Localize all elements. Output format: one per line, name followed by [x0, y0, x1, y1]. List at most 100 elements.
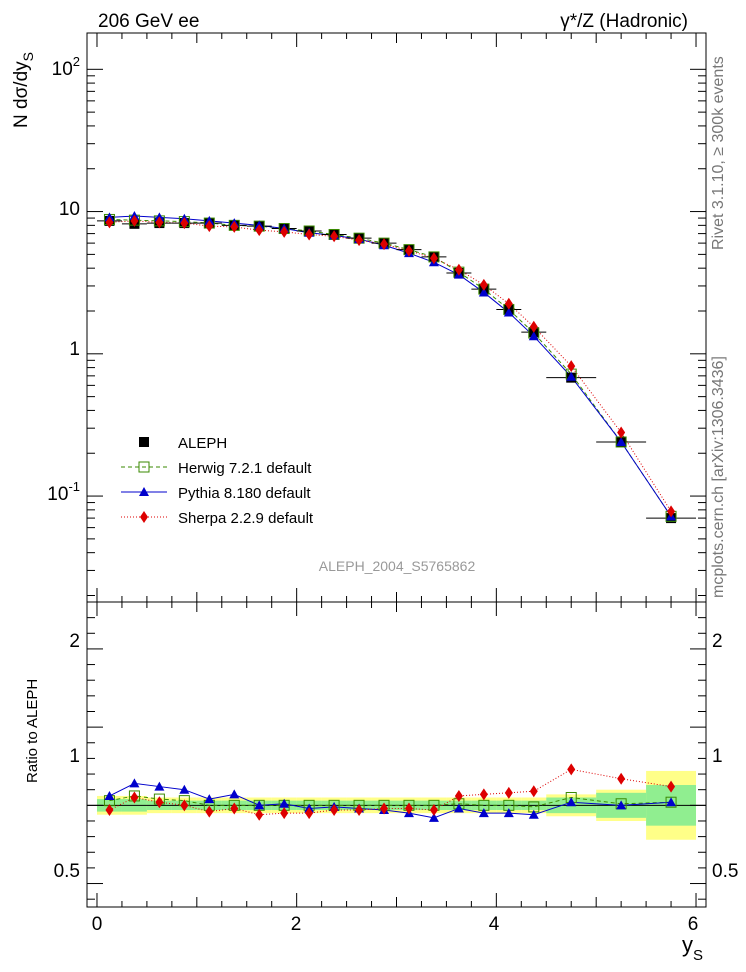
main-line-herwig	[109, 218, 672, 517]
ratio-tick-label-right-2: 2	[712, 631, 723, 652]
ratio-point-pythia	[616, 800, 627, 810]
main-point-sherpa	[504, 297, 513, 310]
main-point-sherpa	[567, 360, 576, 373]
main-point-pythia	[503, 307, 514, 317]
y-tick-0.1-base: 10	[47, 484, 68, 505]
ratio-point-sherpa	[305, 807, 314, 820]
ratio-point-sherpa	[504, 786, 513, 799]
ratio-point-pythia	[279, 798, 290, 808]
main-point-sherpa	[454, 263, 463, 276]
main-point-sherpa	[180, 217, 189, 230]
y-axis-label-main-sub: S	[20, 52, 36, 61]
ratio-point-pythia	[478, 808, 489, 818]
x-tick-labels: 0 2 4 6	[92, 914, 699, 935]
ratio-point-pythia	[453, 803, 464, 813]
ratio-tick-label-1: 1	[69, 746, 80, 767]
main-point-sherpa	[130, 214, 139, 227]
rivet-label: Rivet 3.1.10, ≥ 300k events	[710, 56, 727, 250]
main-point-sherpa	[330, 230, 339, 243]
ratio-point-sherpa	[205, 805, 214, 818]
x-tick-label-0: 0	[92, 914, 103, 935]
main-point-sherpa	[404, 244, 413, 257]
x-axis-label-sub: S	[693, 947, 703, 964]
y-axis-label-ratio: Ratio to ALEPH	[24, 679, 41, 783]
main-line-sherpa	[109, 220, 672, 512]
ratio-point-sherpa	[230, 802, 239, 815]
ratio-point-sherpa	[479, 788, 488, 801]
main-point-sherpa	[479, 278, 488, 291]
mcplots-label: mcplots.cern.ch [arXiv:1306.3436]	[710, 356, 727, 598]
legend-label-aleph: ALEPH	[178, 435, 227, 452]
ratio-frame	[86, 601, 707, 908]
ratio-tick-label-0.5: 0.5	[54, 861, 80, 882]
ratio-point-pythia	[129, 778, 140, 788]
ratio-point-sherpa	[380, 802, 389, 815]
ratio-point-sherpa	[617, 772, 626, 785]
main-point-sherpa	[255, 224, 264, 237]
legend-marker-sherpa	[140, 511, 148, 523]
x-tick-label-4: 4	[489, 914, 500, 935]
main-point-sherpa	[667, 505, 676, 518]
ratio-point-sherpa	[429, 804, 438, 817]
legend-marker-aleph	[139, 437, 149, 447]
ratio-point-sherpa	[529, 785, 538, 798]
main-point-sherpa	[380, 238, 389, 251]
ratio-tick-label-2: 2	[69, 631, 80, 652]
energy-label: 206 GeV ee	[98, 11, 199, 32]
ratio-point-pythia	[528, 809, 539, 819]
y-tick-label-1: 1	[69, 339, 80, 360]
main-point-sherpa	[355, 234, 364, 247]
legend-label-pythia: Pythia 8.180 default	[178, 485, 311, 502]
ratio-point-sherpa	[567, 763, 576, 776]
y-axis-label-main: N dσ/dyS	[11, 52, 36, 128]
ratio-line-herwig	[109, 795, 672, 808]
main-point-sherpa	[105, 216, 114, 229]
ratio-point-pythia	[428, 812, 439, 822]
ratio-series	[103, 763, 677, 822]
ratio-point-sherpa	[355, 804, 364, 817]
x-axis-label: yS	[682, 932, 703, 964]
ratio-point-pythia	[503, 808, 514, 818]
y-axis-label-main-text: N dσ/dy	[11, 61, 32, 128]
main-point-sherpa	[280, 225, 289, 238]
process-label: γ*/Z (Hadronic)	[560, 11, 688, 32]
ratio-point-pythia	[179, 784, 190, 794]
legend-marker-pythia	[139, 487, 149, 496]
legend: ALEPH Herwig 7.2.1 default Pythia 8.180 …	[121, 435, 314, 527]
ratio-point-sherpa	[667, 780, 676, 793]
main-point-sherpa	[205, 220, 214, 233]
y-tick-100-base: 10	[52, 59, 73, 80]
y-tick-label-0.1: 10-1	[47, 479, 80, 505]
main-point-sherpa	[529, 320, 538, 333]
y-tick-0.1-exp: -1	[68, 479, 80, 494]
y-tick-label-10: 10	[59, 199, 80, 220]
legend-label-sherpa: Sherpa 2.2.9 default	[178, 510, 314, 527]
x-tick-label-2: 2	[291, 914, 302, 935]
ratio-axes	[86, 601, 707, 908]
main-point-pythia	[616, 436, 627, 446]
main-point-sherpa	[230, 220, 239, 233]
ratio-point-pythia	[229, 789, 240, 799]
ratio-point-sherpa	[155, 796, 164, 809]
main-point-pythia	[528, 331, 539, 341]
ratio-point-sherpa	[330, 804, 339, 817]
legend-label-herwig: Herwig 7.2.1 default	[178, 460, 312, 477]
ratio-point-sherpa	[255, 808, 264, 821]
x-axis-label-text: y	[682, 932, 693, 957]
ratio-point-sherpa	[280, 807, 289, 820]
main-point-pythia	[478, 287, 489, 297]
ratio-point-pythia	[104, 790, 115, 800]
main-point-sherpa	[305, 228, 314, 241]
ratio-point-pythia	[154, 781, 165, 791]
main-point-pythia	[566, 371, 577, 381]
main-y-tick-labels: 10-1 1 10 102	[47, 54, 80, 505]
ratio-point-sherpa	[130, 791, 139, 804]
main-point-sherpa	[155, 216, 164, 229]
ratio-point-sherpa	[180, 799, 189, 812]
ratio-point-pythia	[666, 797, 677, 807]
x-tick-label-6: 6	[688, 914, 699, 935]
ratio-point-pythia	[204, 794, 215, 804]
ratio-tick-label-right-1: 1	[712, 746, 723, 767]
legend-marker-herwig	[138, 461, 150, 473]
